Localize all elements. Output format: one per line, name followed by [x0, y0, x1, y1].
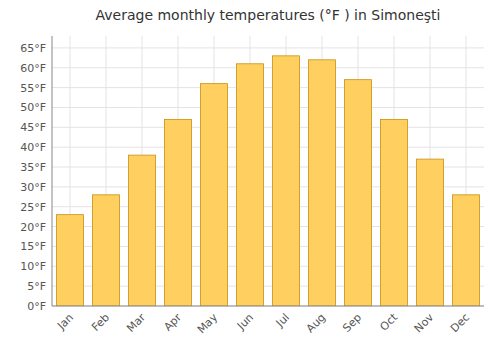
bar — [57, 215, 84, 306]
y-grid-line — [52, 87, 484, 88]
x-axis-line — [52, 306, 484, 307]
bar — [273, 56, 300, 306]
x-tick-label: Nov — [412, 311, 437, 336]
y-grid-line — [52, 147, 484, 148]
x-tick-label: Jul — [273, 311, 292, 330]
x-tick-label: Dec — [448, 311, 472, 335]
y-grid-line — [52, 306, 484, 307]
bar — [237, 64, 264, 306]
y-grid-line — [52, 67, 484, 68]
x-tick-label: May — [195, 311, 221, 337]
y-tick-label: 45°F — [20, 121, 46, 134]
y-grid-line — [52, 127, 484, 128]
title: Average monthly temperatures (°F ) in Si… — [96, 7, 441, 23]
x-tick-label: Aug — [304, 311, 328, 335]
x-tick-label: Feb — [89, 311, 112, 334]
bar — [201, 84, 228, 306]
x-tick-label: Sep — [340, 311, 364, 335]
y-tick-label: 20°F — [20, 221, 46, 234]
bar — [93, 195, 120, 306]
y-tick-label: 25°F — [20, 201, 46, 214]
y-tick-label: 55°F — [20, 82, 46, 95]
y-tick-label: 35°F — [20, 161, 46, 174]
y-tick-label: 30°F — [20, 181, 46, 194]
bar — [309, 60, 336, 306]
y-tick-label: 10°F — [20, 260, 46, 273]
x-tick-label: Jan — [54, 311, 76, 333]
x-tick-label: Oct — [377, 310, 400, 333]
bar — [345, 80, 372, 306]
bar — [417, 159, 444, 306]
bar — [453, 195, 480, 306]
y-grid-line — [52, 47, 484, 48]
x-tick-label: Mar — [124, 311, 148, 335]
x-tick-label: Apr — [161, 311, 184, 334]
bars — [57, 56, 480, 306]
bar — [165, 119, 192, 306]
y-tick-label: 5°F — [27, 280, 46, 293]
x-tick-label: Jun — [234, 311, 256, 333]
bar — [129, 155, 156, 306]
y-grid-line — [52, 107, 484, 108]
y-tick-label: 50°F — [20, 101, 46, 114]
y-tick-label: 0°F — [27, 300, 46, 313]
chart: Average monthly temperatures (°F ) in Si… — [0, 0, 500, 350]
y-tick-label: 60°F — [20, 62, 46, 75]
y-tick-label: 15°F — [20, 240, 46, 253]
y-tick-label: 65°F — [20, 42, 46, 55]
y-axis-line — [52, 36, 53, 306]
grid — [52, 36, 484, 306]
y-tick-label: 40°F — [20, 141, 46, 154]
bar — [381, 119, 408, 306]
